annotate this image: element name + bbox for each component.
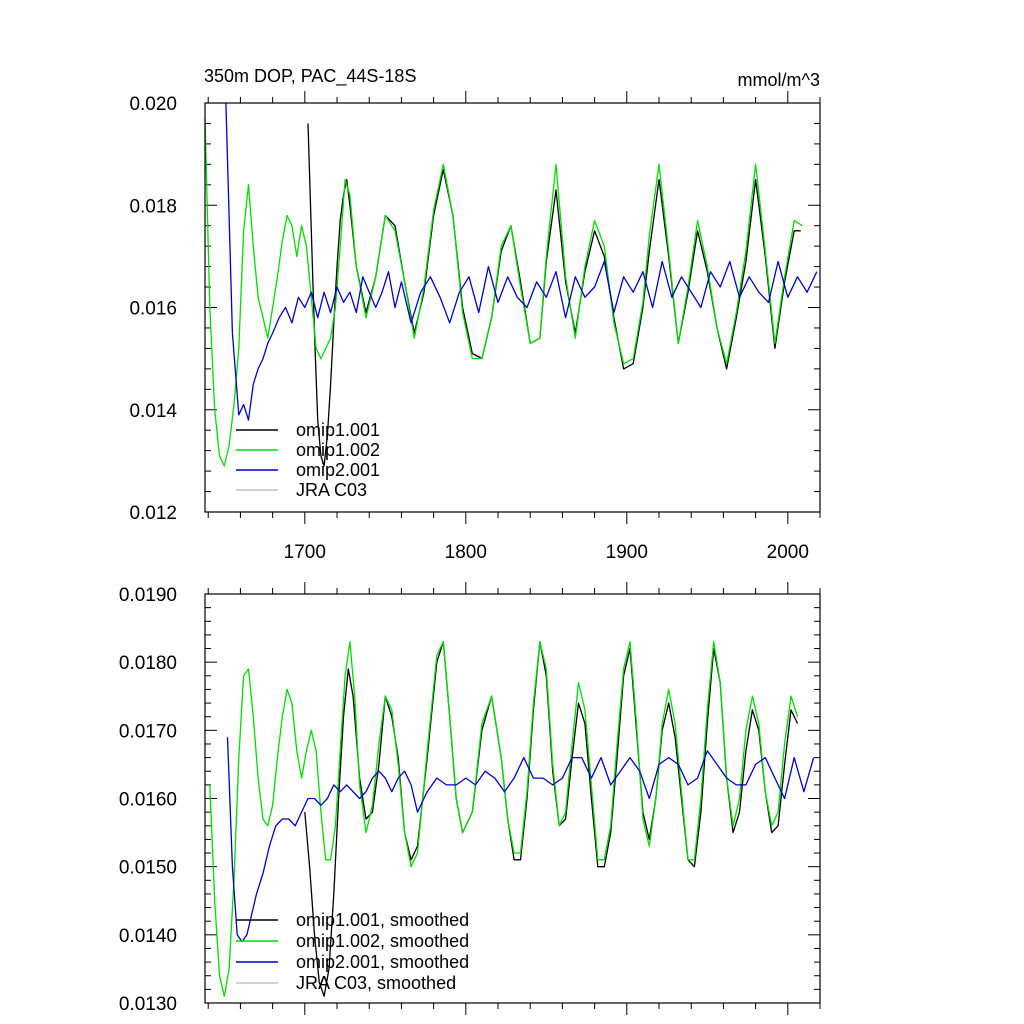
y-tick-label: 0.0130 [119, 994, 177, 1015]
y-tick-label: 0.0190 [119, 585, 177, 606]
y-tick-label: 0.016 [129, 299, 177, 320]
legend-label: omip2.001, smoothed [296, 952, 469, 972]
series-line-omip2-001 [225, 102, 818, 421]
y-tick-label: 0.018 [129, 196, 177, 217]
y-tick-label: 0.0180 [119, 653, 177, 674]
x-tick-label: 1700 [284, 542, 326, 563]
y-tick-label: 0.0160 [119, 790, 177, 811]
y-tick-label: 0.014 [129, 401, 177, 422]
bottom-panel: 0.0130 0.0140 0.0150 0.0160 0.0170 0.0180 0.01… [119, 582, 821, 1015]
y-tick-label: 0.020 [129, 94, 177, 115]
y-tick-label: 0.0170 [119, 721, 177, 742]
top-panel-frame [204, 102, 821, 513]
units-label: mmol/m^3 [738, 70, 820, 90]
y-tick-label: 0.0140 [119, 926, 177, 947]
legend-label: omip2.001 [296, 460, 380, 480]
bottom-panel-series [209, 641, 815, 997]
series-line-omip1-002-smoothed [209, 641, 799, 997]
y-tick-label: 0.012 [129, 503, 177, 524]
x-tick-label: 1900 [606, 542, 648, 563]
x-tick-label: 2000 [767, 542, 809, 563]
panel-title: 350m DOP, PAC_44S-18S [204, 66, 416, 87]
legend-label: omip1.002 [296, 440, 380, 460]
series-line-omip1-002 [204, 118, 803, 467]
series-line-omip2-001-smoothed [226, 737, 815, 943]
x-tick-label: 1800 [445, 542, 487, 563]
top-panel-series [204, 102, 818, 467]
bottom-panel-frame [204, 593, 821, 1004]
legend-label: JRA C03 [296, 480, 367, 500]
legend-label: omip1.001, smoothed [296, 910, 469, 930]
bottom-panel-ticks: 0.0130 0.0140 0.0150 0.0160 0.0170 0.0180 0.01… [119, 582, 821, 1015]
top-panel: 350m DOP, PAC_44S-18S mmol/m^3 0.0120.01… [129, 66, 821, 563]
legend-label: omip1.002, smoothed [296, 931, 469, 951]
top-panel-ticks: 0.012 0.014 0.016 0.018 0.020 1700 1800 1900 200… [129, 91, 821, 563]
legend-label: JRA C03, smoothed [296, 973, 456, 993]
y-tick-label: 0.0150 [119, 858, 177, 879]
legend-label: omip1.001 [296, 420, 380, 440]
